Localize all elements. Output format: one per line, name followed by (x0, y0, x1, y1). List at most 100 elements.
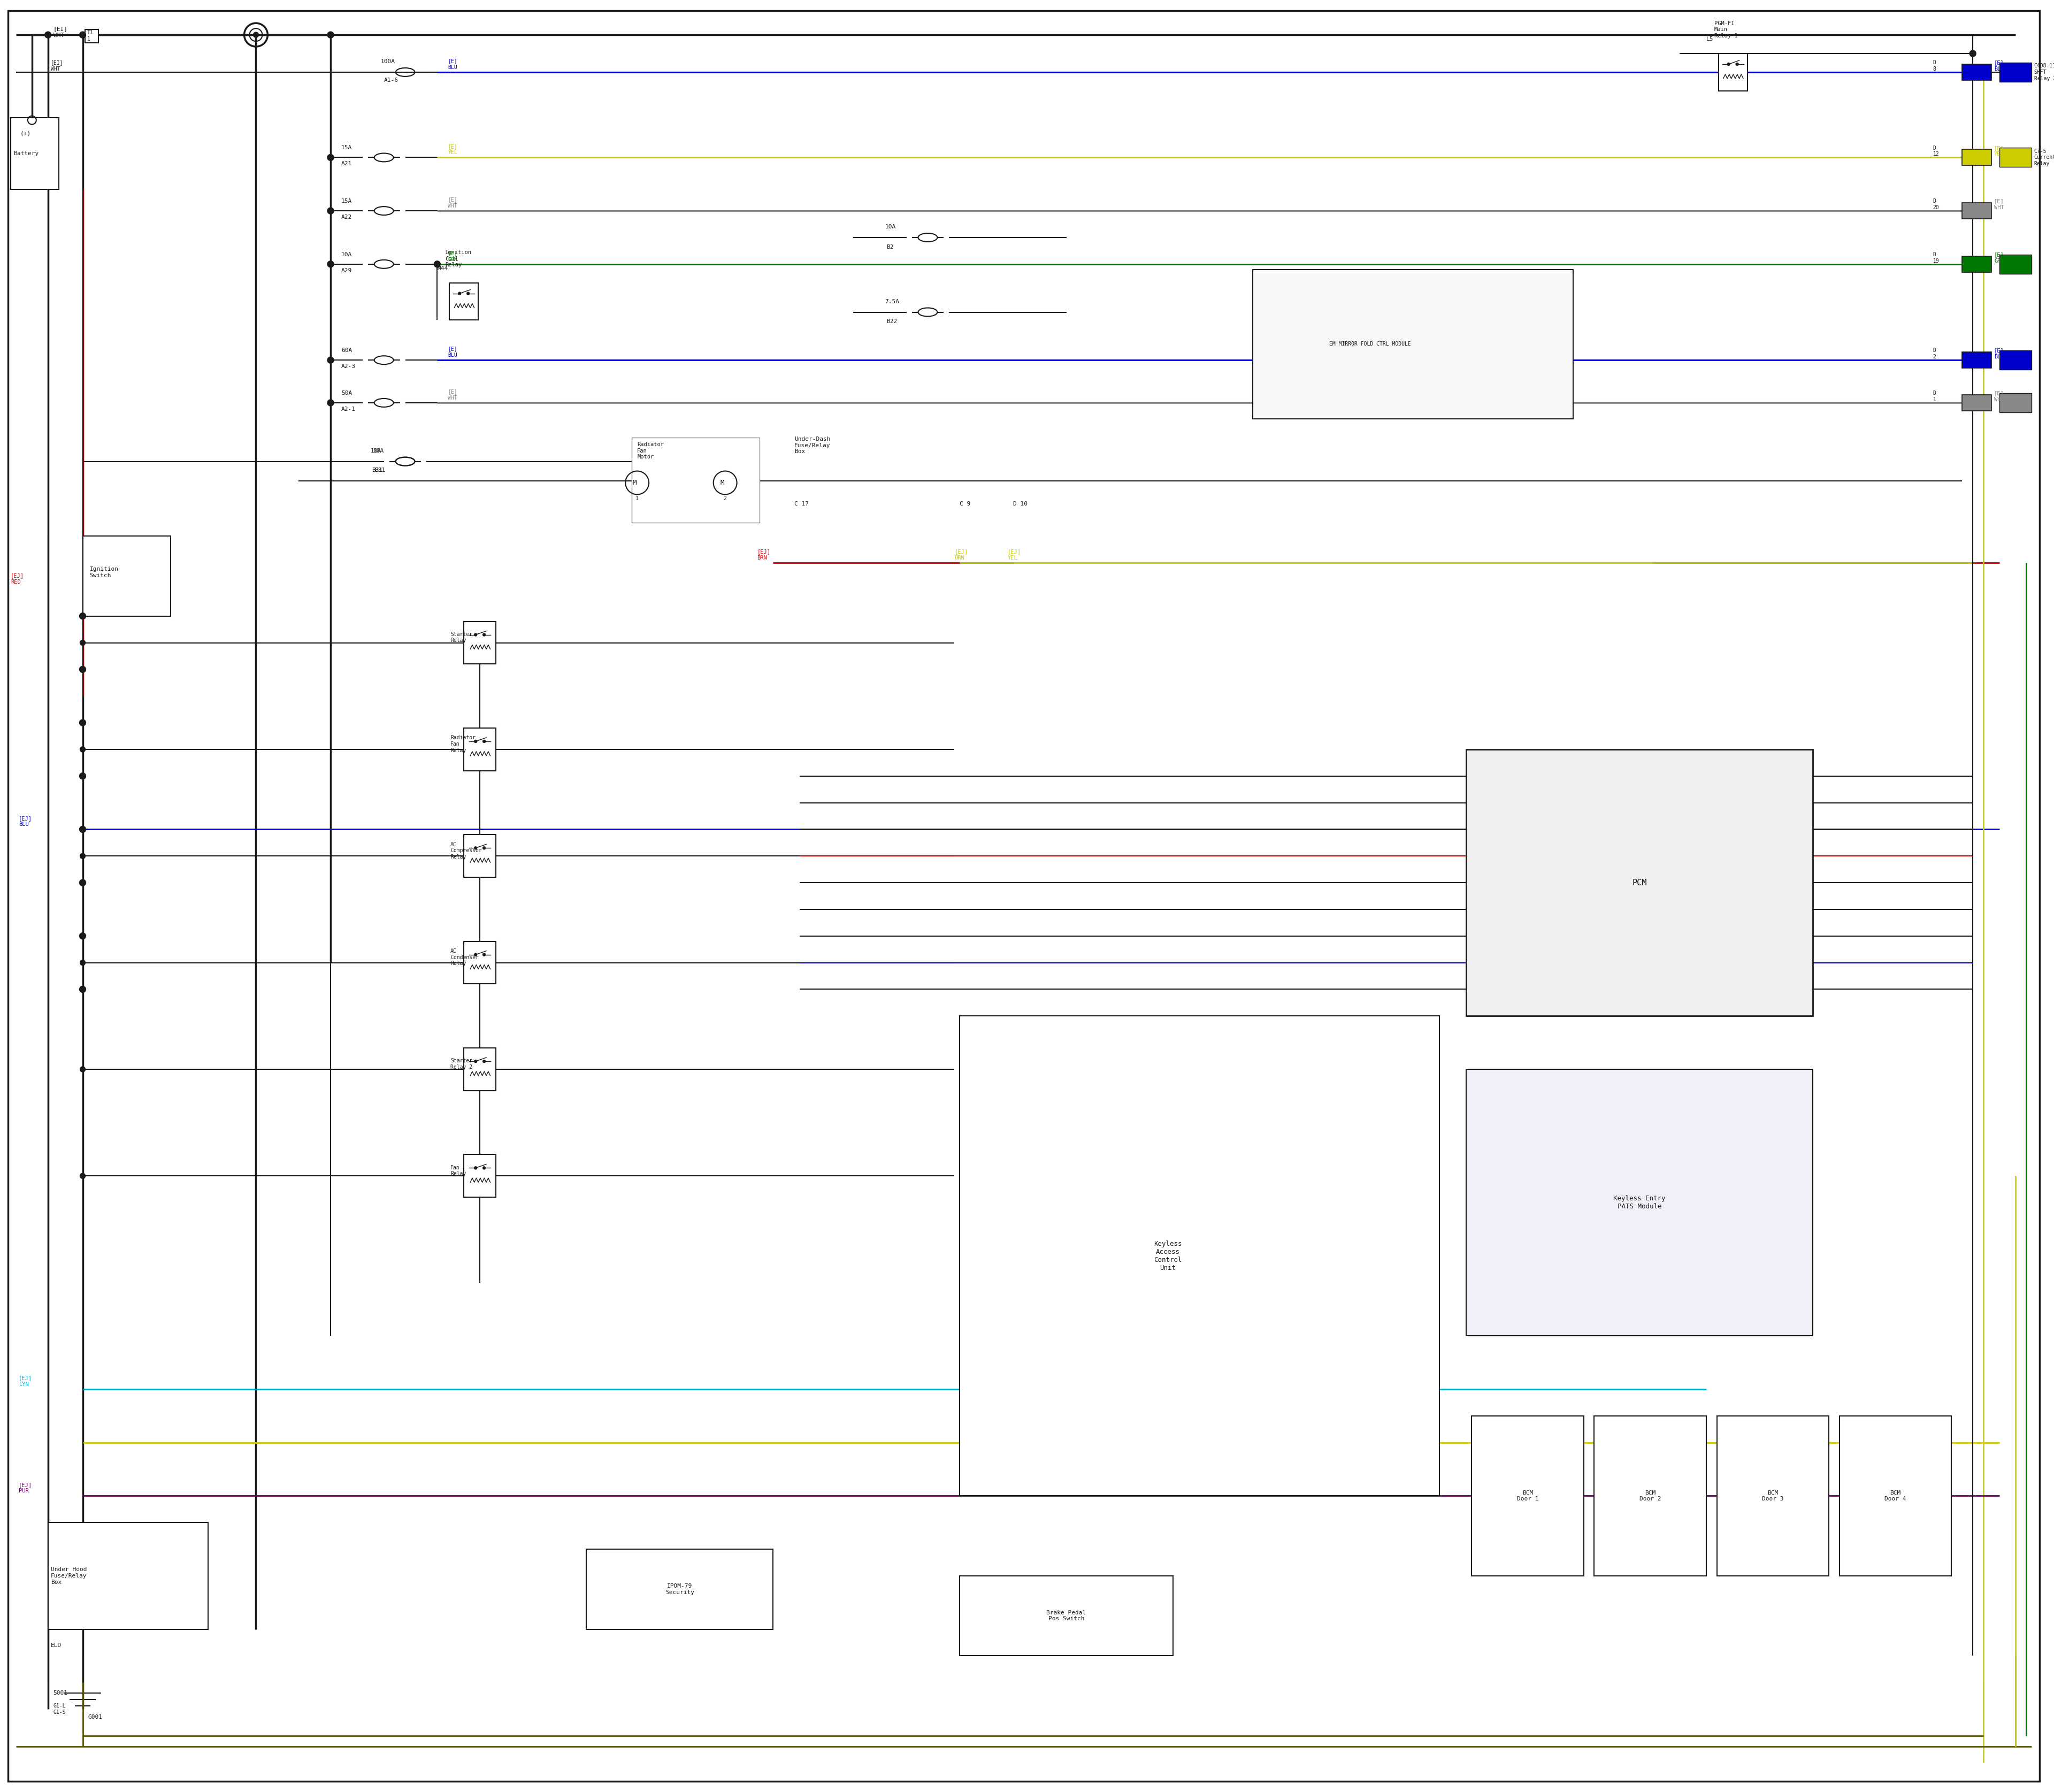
Circle shape (327, 154, 333, 161)
Bar (1840, 1416, 1951, 1575)
Bar (1962, 256, 1992, 272)
Text: A29: A29 (341, 267, 351, 272)
Text: EM MIRROR FOLD CTRL MODULE: EM MIRROR FOLD CTRL MODULE (1329, 342, 1411, 348)
Text: Radiator
Fan
Relay: Radiator Fan Relay (450, 735, 477, 753)
Text: 100A: 100A (380, 59, 394, 65)
Circle shape (80, 826, 86, 833)
Circle shape (474, 633, 477, 636)
Text: B22: B22 (885, 319, 898, 324)
Text: [E]
GRN: [E] GRN (448, 251, 458, 262)
Circle shape (80, 853, 86, 858)
Text: [E]
BLU: [E] BLU (1994, 59, 2005, 72)
Circle shape (45, 32, 51, 38)
Text: [EJ]
PUR: [EJ] PUR (18, 1482, 33, 1495)
Circle shape (329, 154, 333, 159)
Bar (1594, 1416, 1707, 1575)
Bar (47, 1523, 207, 1629)
Text: A21: A21 (341, 161, 351, 167)
Circle shape (329, 208, 333, 213)
Text: C408-11
SHFT
Relay 2: C408-11 SHFT Relay 2 (2033, 63, 2054, 81)
Circle shape (1727, 63, 1729, 66)
Text: A2-1: A2-1 (341, 407, 355, 412)
Text: Keyless
Access
Control
Unit: Keyless Access Control Unit (1154, 1240, 1181, 1272)
Circle shape (80, 667, 86, 672)
Circle shape (329, 400, 333, 405)
Text: 10A: 10A (374, 448, 384, 453)
Text: [E]
WHT: [E] WHT (448, 197, 458, 208)
Bar (1962, 202, 1992, 219)
Text: [EI]
WHT: [EI] WHT (51, 59, 64, 72)
Text: AC
Compressor
Relay: AC Compressor Relay (450, 842, 483, 860)
Circle shape (466, 292, 470, 296)
Circle shape (474, 1059, 477, 1063)
Text: [EJ]
BRN: [EJ] BRN (758, 548, 770, 561)
Text: D 10: D 10 (1013, 502, 1027, 507)
Circle shape (483, 1167, 485, 1168)
Text: Fan
Relay: Fan Relay (450, 1165, 466, 1176)
Text: 2: 2 (723, 496, 727, 502)
Text: 50A: 50A (341, 391, 351, 396)
Text: PGM-FI
Main
Relay 1: PGM-FI Main Relay 1 (1715, 22, 1738, 38)
Text: B31: B31 (372, 468, 382, 473)
Text: Battery: Battery (12, 151, 39, 156)
Text: Under Hood
Fuse/Relay
Box: Under Hood Fuse/Relay Box (51, 1566, 86, 1584)
Circle shape (433, 262, 440, 267)
Text: D
12: D 12 (1933, 145, 1939, 158)
Bar (1962, 149, 1992, 165)
Text: 15A: 15A (341, 199, 351, 204)
Text: M: M (633, 478, 637, 486)
Text: 1: 1 (635, 496, 639, 502)
Text: C 9: C 9 (959, 502, 972, 507)
Text: [E]
WHT: [E] WHT (448, 389, 458, 401)
Text: [E]
GRN: [E] GRN (1994, 253, 2005, 263)
Text: C7-5
Current
Relay: C7-5 Current Relay (2033, 149, 2054, 167)
Text: G1-L
G1-S: G1-L G1-S (53, 1704, 66, 1715)
Text: 10A: 10A (885, 224, 896, 229)
Text: A1-6: A1-6 (384, 77, 398, 82)
Text: BCM
Door 4: BCM Door 4 (1886, 1491, 1906, 1502)
Circle shape (327, 208, 333, 213)
Circle shape (474, 1167, 477, 1168)
Text: M44: M44 (438, 265, 448, 271)
Circle shape (80, 720, 86, 726)
Circle shape (80, 1066, 86, 1072)
Bar (464, 941, 495, 984)
Circle shape (80, 32, 86, 38)
Bar (1471, 1416, 1584, 1575)
Circle shape (80, 640, 86, 645)
Circle shape (329, 32, 333, 38)
Text: D
8: D 8 (1933, 59, 1937, 72)
Text: Ignition
Switch: Ignition Switch (90, 566, 119, 579)
Bar (587, 1550, 772, 1629)
Text: D
2: D 2 (1933, 348, 1937, 360)
Text: ELD: ELD (51, 1643, 62, 1649)
Bar (464, 728, 495, 771)
Text: 5001: 5001 (53, 1690, 68, 1695)
Text: (+): (+) (21, 131, 31, 136)
Text: [E]
WHT: [E] WHT (1994, 391, 2005, 401)
Circle shape (80, 934, 86, 939)
Text: B31: B31 (374, 468, 386, 473)
Text: G001: G001 (88, 1715, 103, 1720)
Circle shape (327, 32, 333, 38)
Text: [EJ]
ORN: [EJ] ORN (955, 548, 967, 561)
Circle shape (474, 740, 477, 742)
Circle shape (329, 262, 333, 267)
Text: T1
1: T1 1 (86, 30, 92, 41)
Text: D
1: D 1 (1933, 391, 1937, 401)
Circle shape (483, 846, 485, 849)
Text: [E]
BLU: [E] BLU (1994, 348, 2005, 360)
Bar (1719, 54, 1748, 91)
Bar (1467, 1070, 1814, 1335)
Text: [E]
YEL: [E] YEL (448, 143, 458, 156)
Circle shape (80, 747, 86, 753)
Circle shape (329, 357, 333, 362)
Text: D
20: D 20 (1933, 199, 1939, 210)
Bar (1962, 394, 1992, 410)
Text: Radiator
Fan
Motor: Radiator Fan Motor (637, 443, 663, 459)
Circle shape (483, 633, 485, 636)
Text: [EI]
WHT: [EI] WHT (53, 27, 68, 38)
Circle shape (1970, 50, 1976, 56)
Bar (82, 536, 170, 616)
Bar (1467, 749, 1814, 1016)
